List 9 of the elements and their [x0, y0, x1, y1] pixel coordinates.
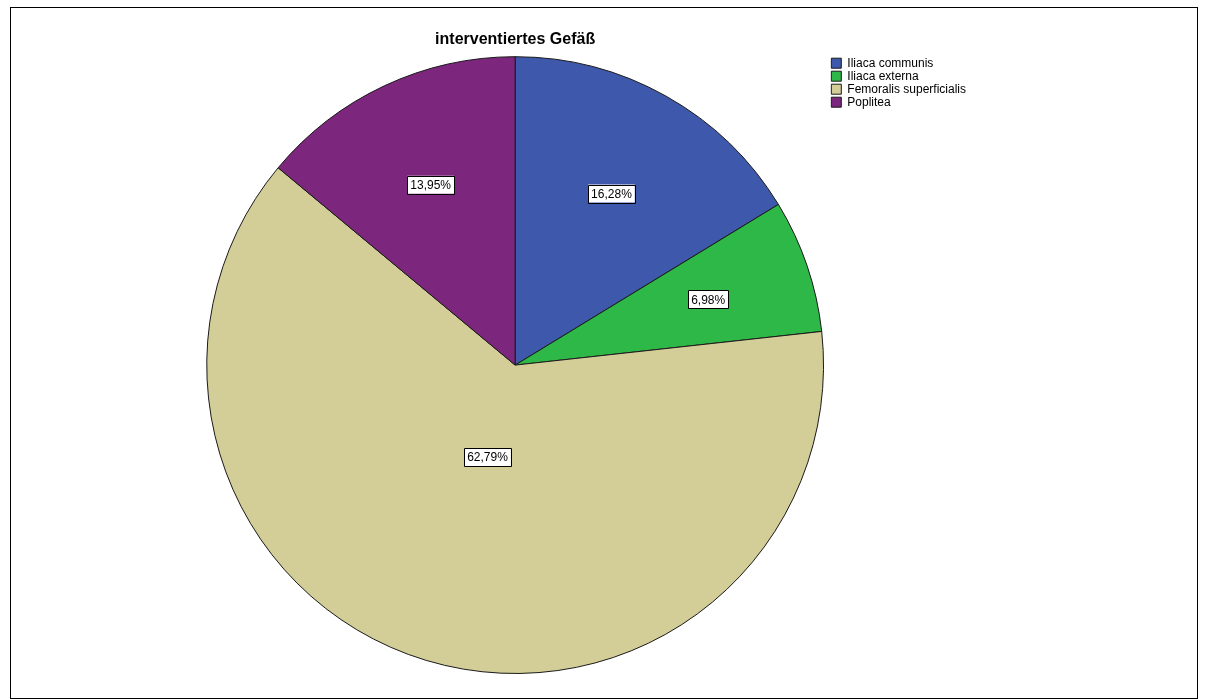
legend-label: Iliaca communis — [847, 55, 934, 70]
legend-label: Iliaca externa — [847, 68, 919, 83]
legend-label: Femoralis superficialis — [847, 81, 966, 96]
data-label: 62,79% — [467, 450, 509, 465]
data-label: 13,95% — [410, 178, 452, 193]
legend-label: Poplitea — [847, 94, 891, 109]
chart-title: interventiertes Gefäß — [435, 30, 596, 48]
data-label: 16,28% — [591, 186, 633, 201]
data-label: 6,98% — [691, 292, 726, 307]
